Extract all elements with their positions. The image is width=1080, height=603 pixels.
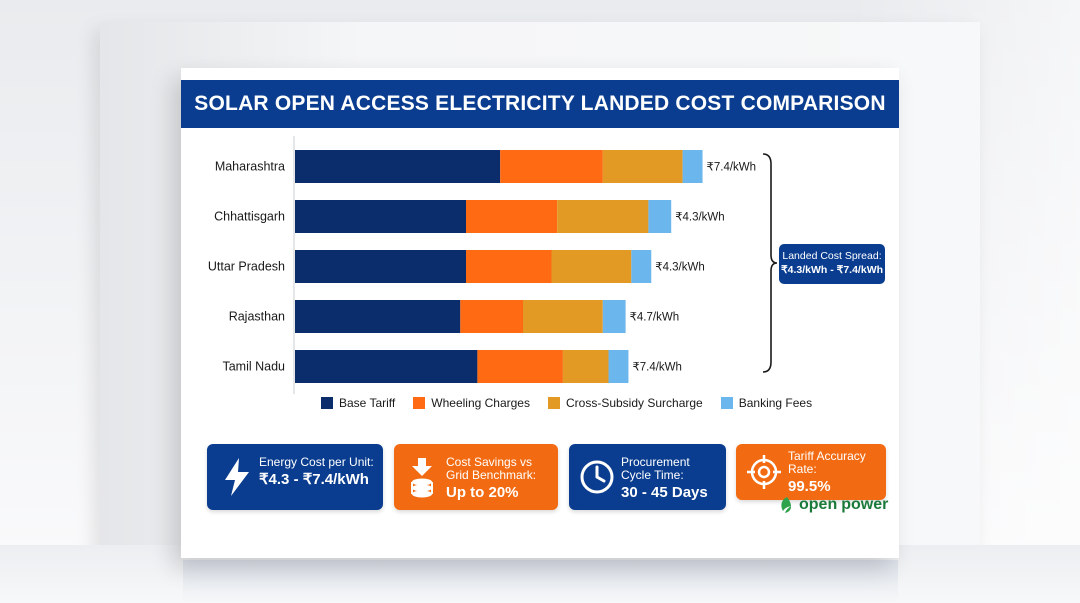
data-label: ₹7.4/kWh: [632, 362, 682, 374]
bar-segment: [608, 350, 629, 383]
bar-segment: [500, 150, 603, 183]
card-value: Up to 20%: [446, 484, 519, 501]
bar-segment: [648, 200, 672, 233]
bar-segment: [477, 350, 563, 383]
bar-segment: [295, 350, 478, 383]
data-label: ₹4.3/kWh: [655, 262, 705, 274]
bar-segment: [557, 200, 649, 233]
stacked-bar-chart: Maharashtra ₹7.4/kWh Chhattisgarh ₹4.3/kWh U…: [208, 136, 778, 394]
legend-label: Banking Fees: [738, 396, 813, 410]
procurement-cycle-card: Procurement Cycle Time: 30 - 45 Days: [569, 444, 726, 510]
category-label: Rajasthan: [229, 310, 285, 324]
bar-segment: [682, 150, 703, 183]
category-label: Chhattisgarh: [214, 210, 285, 224]
coin-stack-icon: [411, 458, 433, 498]
card-label: Cost Savings vs Grid Benchmark:: [446, 455, 537, 482]
leaf-logo-icon: [781, 497, 792, 513]
data-label: ₹7.4/kWh: [707, 162, 757, 174]
legend-swatch: [321, 397, 333, 409]
clock-icon: [580, 460, 614, 494]
legend-item: Cross-Subsidy Surcharge: [547, 396, 703, 410]
infographic-poster: SOLAR OPEN ACCESS ELECTRICITY LANDED COS…: [181, 68, 899, 558]
card-label: Procurement Cycle Time:: [621, 455, 690, 482]
chart-legend: Base Tariff Wheeling Charges Cross-Subsidy…: [321, 394, 812, 412]
card-value: ₹4.3 - ₹7.4/kWh: [259, 471, 369, 488]
spread-brace: [762, 153, 778, 373]
tariff-accuracy-card: Tariff Accuracy Rate: 99.5%: [736, 444, 886, 500]
bar-segment: [295, 200, 466, 233]
bar-segment: [295, 150, 501, 183]
category-label: Tamil Nadu: [222, 360, 285, 374]
legend-swatch: [547, 397, 560, 409]
data-label: ₹4.3/kWh: [675, 212, 725, 224]
bar-segment: [551, 250, 632, 283]
data-label: ₹4.7/kWh: [630, 312, 680, 324]
bar-segment: [460, 300, 523, 333]
legend-item: Banking Fees: [720, 396, 813, 410]
landed-cost-spread-callout: Landed Cost Spread: ₹4.3/kWh - ₹7.4/kWh: [779, 244, 885, 284]
lightning-icon: [225, 458, 249, 496]
card-label: Tariff Accuracy Rate:: [788, 449, 866, 476]
card-label: Energy Cost per Unit:: [259, 455, 374, 469]
cost-savings-card: Cost Savings vs Grid Benchmark: Up to 20…: [394, 444, 558, 510]
bar-segment: [562, 350, 609, 383]
bar-segment: [295, 300, 461, 333]
legend-swatch: [413, 397, 426, 409]
brand-word-1: open: [799, 496, 838, 513]
bar-segment: [466, 200, 558, 233]
card-value: 30 - 45 Days: [621, 484, 708, 501]
open-power-logo: open power: [779, 496, 888, 514]
bar-segment: [602, 300, 626, 333]
chart-title: SOLAR OPEN ACCESS ELECTRICITY LANDED COS…: [194, 92, 886, 115]
bar-segment: [602, 150, 683, 183]
title-bar: SOLAR OPEN ACCESS ELECTRICITY LANDED COS…: [181, 80, 899, 128]
callout-line-2: ₹4.3/kWh - ₹7.4/kWh: [780, 264, 884, 276]
bar-segment: [466, 250, 552, 283]
legend-label: Base Tariff: [339, 396, 396, 410]
energy-cost-card: Energy Cost per Unit: ₹4.3 - ₹7.4/kWh: [207, 444, 383, 510]
target-icon: [747, 455, 781, 489]
legend-label: Wheeling Charges: [431, 396, 530, 410]
category-label: Maharashtra: [215, 160, 285, 174]
bar-segment: [523, 300, 603, 333]
legend-item: Wheeling Charges: [413, 396, 530, 410]
card-value: 99.5%: [788, 478, 831, 495]
category-label: Uttar Pradesh: [208, 260, 285, 274]
legend-item: Base Tariff: [321, 396, 395, 410]
callout-line-1: Landed Cost Spread:: [782, 250, 882, 262]
bar-segment: [295, 250, 466, 283]
legend-swatch: [720, 397, 733, 409]
bar-segment: [631, 250, 652, 283]
legend-label: Cross-Subsidy Surcharge: [565, 396, 703, 410]
brand-word-2: power: [841, 496, 889, 513]
